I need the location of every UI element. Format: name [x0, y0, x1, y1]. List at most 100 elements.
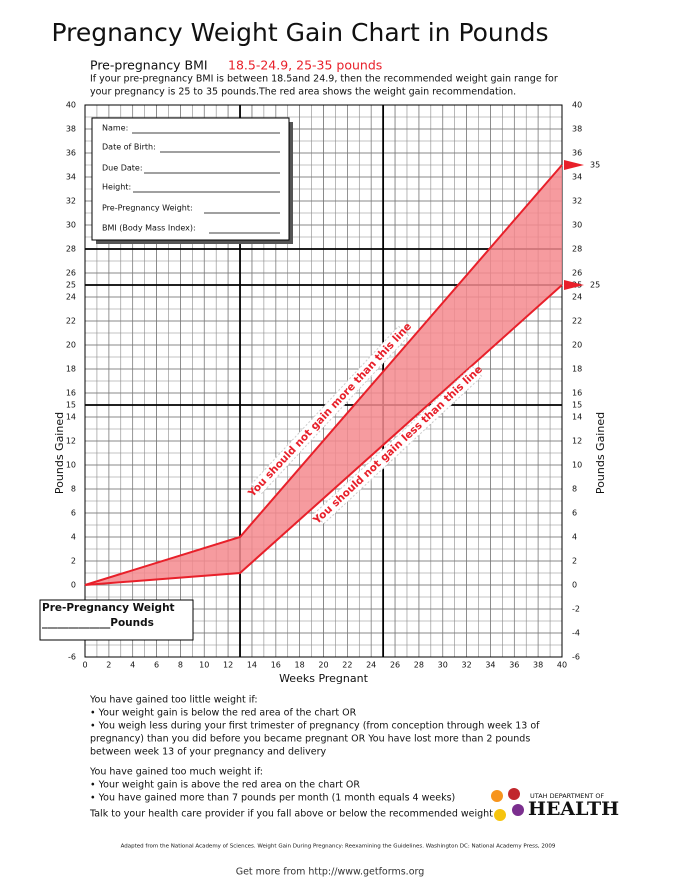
y-tick-label-right: 24: [572, 293, 582, 302]
x-tick-label: 38: [533, 661, 543, 670]
logo-name: HEALTH: [528, 798, 619, 820]
y-tick-label-right: 30: [572, 221, 582, 230]
y-tick-label: 4: [71, 533, 76, 542]
form-field: Height:: [102, 183, 131, 192]
y-tick-label: 30: [66, 221, 76, 230]
form-field: Date of Birth:: [102, 143, 156, 152]
y-tick-label-right: -4: [572, 629, 580, 638]
y-tick-label-right: 20: [572, 341, 582, 350]
logo: UTAH DEPARTMENT OF HEALTH: [491, 788, 619, 821]
note: • Your weight gain is below the red area…: [90, 708, 357, 719]
weight-box: [39, 599, 194, 641]
footer: Get more from http://www.getforms.org: [236, 867, 425, 878]
form-field: Name:: [102, 124, 128, 133]
y-tick-label-right: 40: [572, 101, 582, 110]
y-tick-label: 34: [66, 173, 76, 182]
y-tick-label: -6: [68, 653, 76, 662]
form-box: [91, 117, 290, 241]
y-tick-label-right: 2: [572, 557, 577, 566]
x-tick-label: 4: [130, 661, 135, 670]
y-tick-label-right: 32: [572, 197, 582, 206]
y-tick-label: 36: [66, 149, 76, 158]
intro-line: If your pre-pregnancy BMI is between 18.…: [90, 74, 558, 85]
x-tick-label: 10: [199, 661, 209, 670]
y-tick-label-right: 38: [572, 125, 582, 134]
y-tick-label: 15: [66, 401, 76, 410]
y-tick-label-right: 0: [572, 581, 577, 590]
band-edge: [84, 284, 563, 586]
x-axis-label: Weeks Pregnant: [279, 672, 369, 685]
y-tick-label-right: 4: [572, 533, 577, 542]
x-tick-label: 16: [271, 661, 281, 670]
y-tick-label-right: 28: [572, 245, 582, 254]
y-tick-label: 26: [66, 269, 76, 278]
form-field: Pre-Pregnancy Weight:: [102, 204, 193, 213]
y-tick-label-right: 6: [572, 509, 577, 518]
y-tick-label: 16: [66, 389, 76, 398]
x-tick-label: 20: [318, 661, 328, 670]
x-tick-label: 18: [295, 661, 305, 670]
y-tick-label-right: 36: [572, 149, 582, 158]
note: between week 13 of your pregnancy and de…: [90, 747, 326, 758]
y-tick-label-right: 34: [572, 173, 582, 182]
title: Pregnancy Weight Gain Chart in Pounds: [51, 18, 548, 47]
x-tick-label: 2: [106, 661, 111, 670]
y-tick-label-right: 18: [572, 365, 582, 374]
note: pregnancy) than you did before you becam…: [90, 734, 530, 745]
y-tick-label: 14: [66, 413, 76, 422]
y-tick-label: 32: [66, 197, 76, 206]
y-tick-label-right: 26: [572, 269, 582, 278]
x-tick-label: 26: [390, 661, 400, 670]
x-tick-label: 0: [82, 661, 87, 670]
x-tick-label: 8: [178, 661, 183, 670]
y-tick-label: 6: [71, 509, 76, 518]
note-title: You have gained too little weight if:: [89, 695, 258, 706]
y-tick-label-right: 16: [572, 389, 582, 398]
x-tick-label: 36: [509, 661, 519, 670]
end-arrow: [564, 160, 584, 170]
note: Talk to your health care provider if you…: [89, 809, 493, 820]
intro-line: your pregnancy is 25 to 35 pounds.The re…: [90, 87, 516, 98]
end-label: 25: [590, 281, 600, 290]
weight-line: _____________Pounds: [42, 617, 154, 629]
y-tick-label-right: 8: [572, 485, 577, 494]
x-tick-label: 14: [247, 661, 257, 670]
logo-petal: [494, 809, 506, 821]
y-tick-label-right: -2: [572, 605, 580, 614]
note: • You weigh less during your first trime…: [90, 721, 540, 732]
note: • Your weight gain is above the red area…: [90, 780, 360, 791]
weight-title: Pre-Pregnancy Weight: [42, 602, 175, 614]
bmi-range: 18.5-24.9, 25-35 pounds: [228, 58, 382, 73]
form-field: Due Date:: [102, 164, 143, 173]
end-arrow: [564, 280, 584, 290]
y-tick-label: 28: [66, 245, 76, 254]
y-tick-label-right: -6: [572, 653, 580, 662]
y-tick-label-right: 22: [572, 317, 582, 326]
y-tick-label: 12: [66, 437, 76, 446]
annotation-bg: [313, 365, 483, 525]
x-tick-label: 24: [366, 661, 376, 670]
y-tick-label: 2: [71, 557, 76, 566]
logo-petal: [508, 788, 520, 800]
form-field: BMI (Body Mass Index):: [102, 224, 196, 233]
logo-petal: [491, 790, 503, 802]
y-tick-label: 40: [66, 101, 76, 110]
y-axis-label-right: Pounds Gained: [594, 412, 607, 494]
plot-frame: [84, 104, 563, 658]
x-tick-label: 32: [462, 661, 472, 670]
y-tick-label: 0: [71, 581, 76, 590]
logo-petal: [512, 804, 524, 816]
notes: You have gained too little weight if: • …: [89, 695, 540, 820]
y-tick-label-right: 10: [572, 461, 582, 470]
x-tick-label: 28: [414, 661, 424, 670]
y-tick-label: 8: [71, 485, 76, 494]
x-tick-label: 30: [438, 661, 448, 670]
footnote: Adapted from the National Academy of Sci…: [121, 844, 556, 850]
x-tick-label: 40: [557, 661, 567, 670]
x-tick-label: 12: [223, 661, 233, 670]
subtitle: Pre-pregnancy BMI: [90, 58, 208, 73]
annotation-bg: [250, 325, 410, 495]
band-edge: [84, 164, 563, 586]
y-tick-label-right: 14: [572, 413, 582, 422]
